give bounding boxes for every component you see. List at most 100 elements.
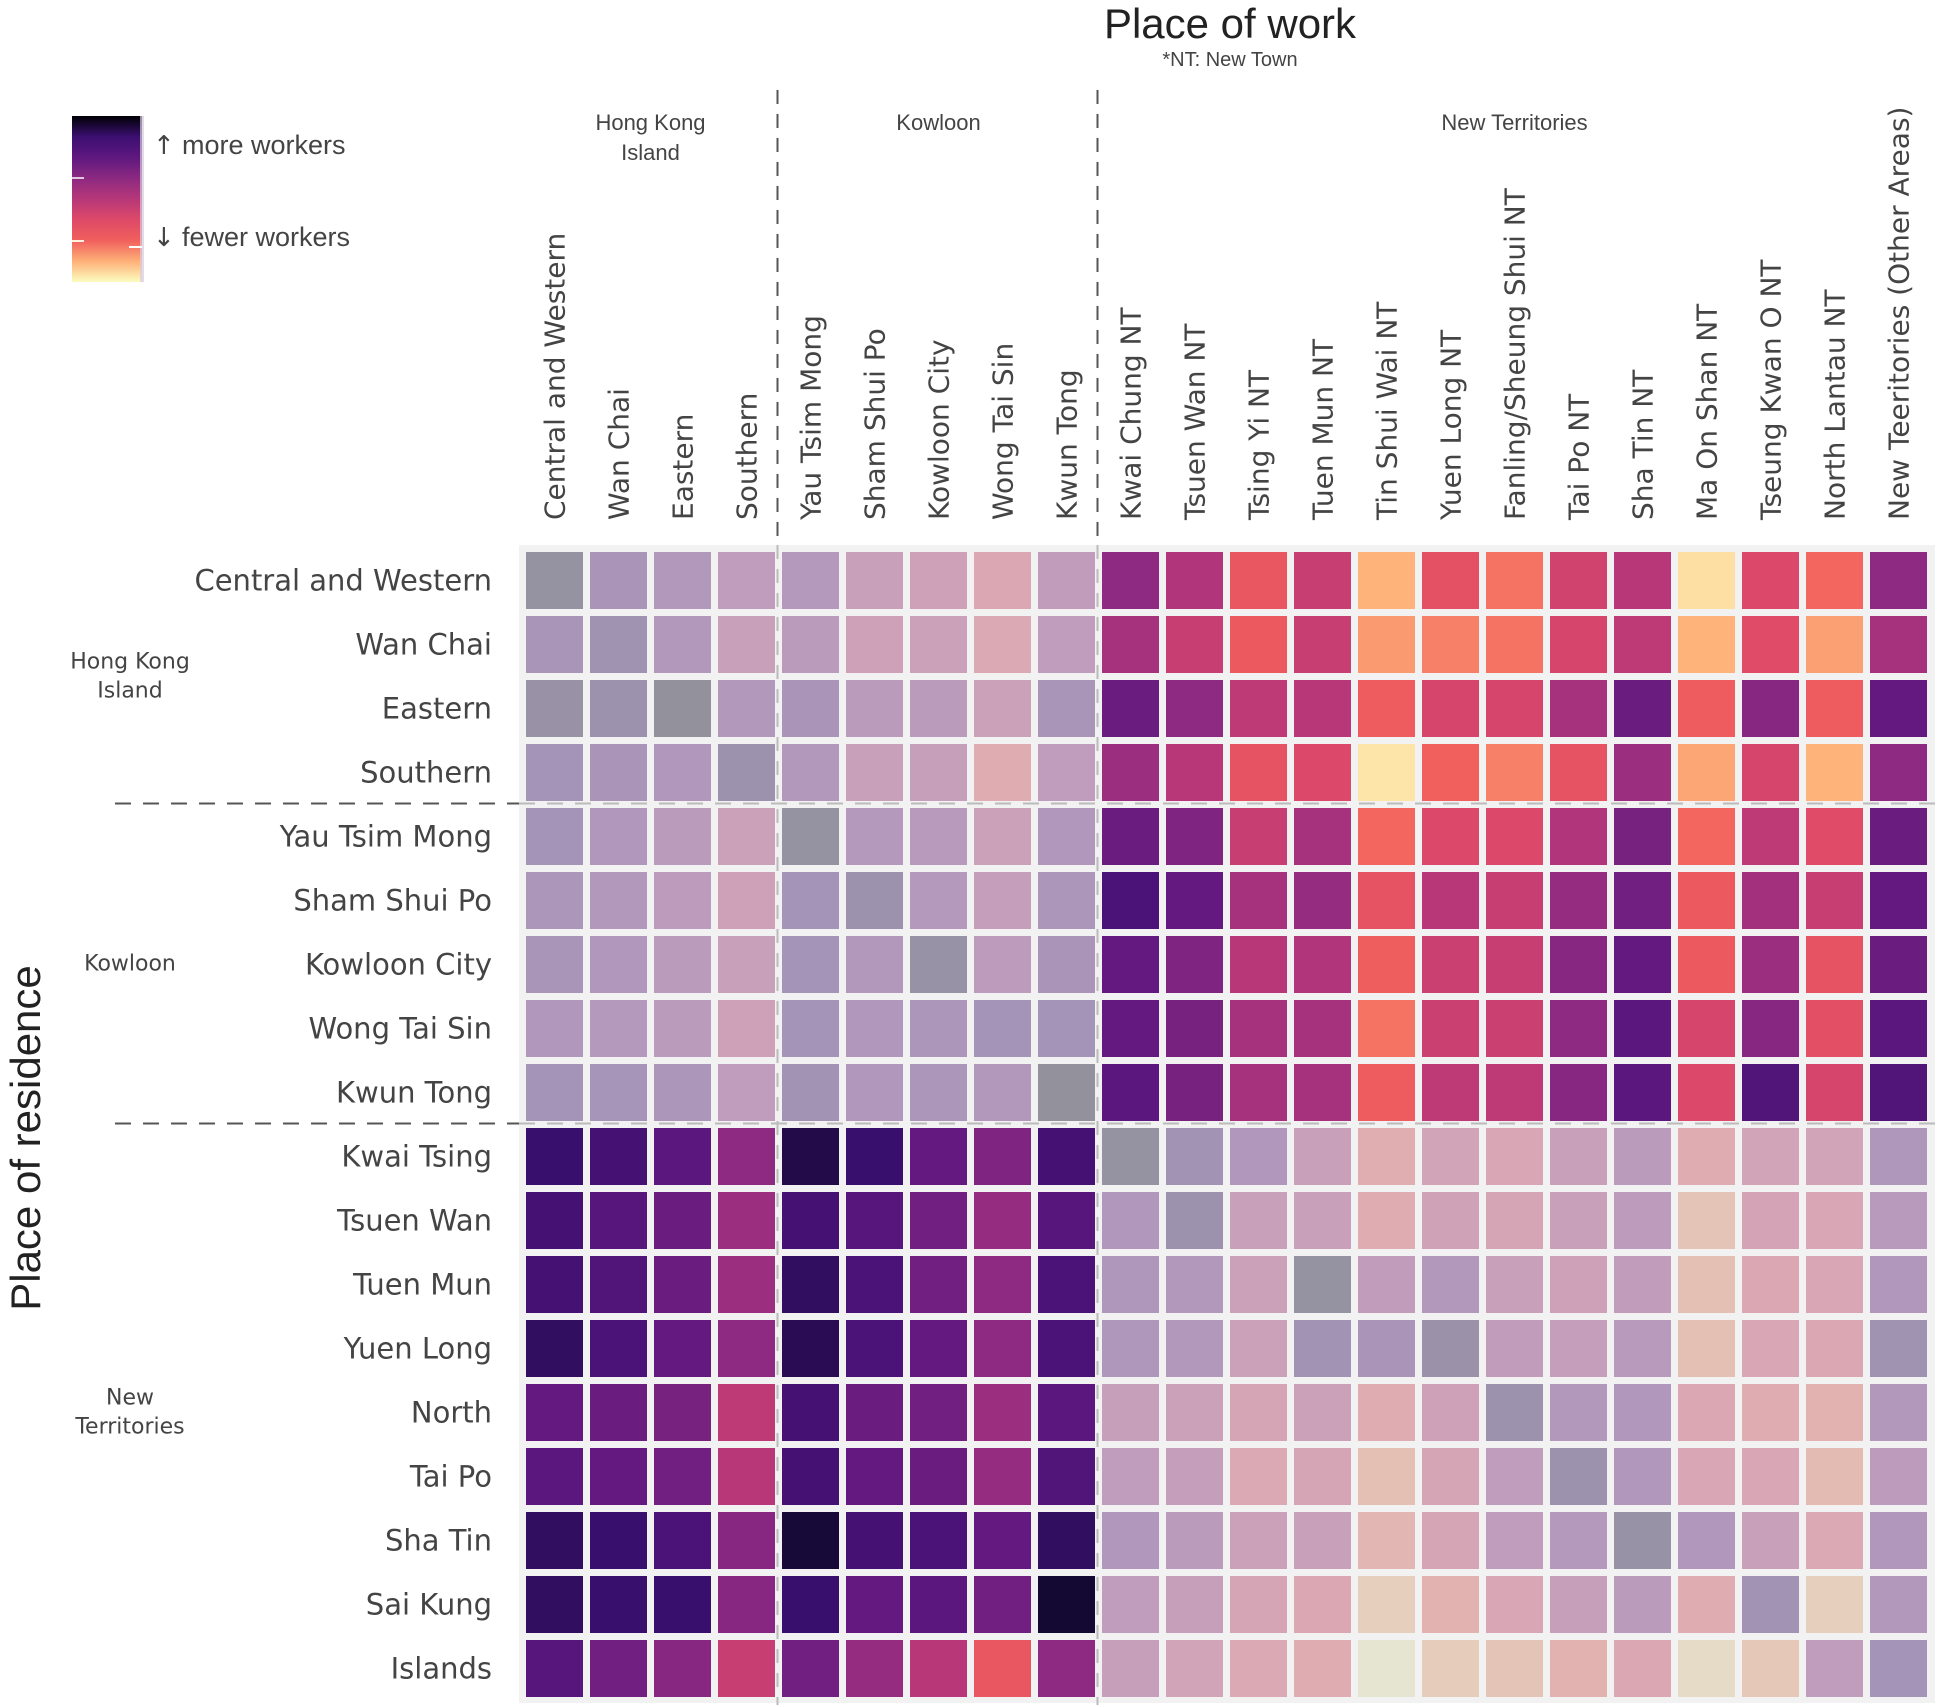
y-group-label: Kowloon: [84, 952, 176, 977]
faded-overlay: [1486, 1576, 1543, 1633]
faded-overlay: [1230, 1256, 1287, 1313]
heatmap-cell: [1678, 1192, 1735, 1249]
heatmap-cell: [1806, 744, 1863, 801]
heatmap-cell: [654, 1448, 711, 1505]
heatmap-cell: [782, 1128, 839, 1185]
y-tick-label: Islands: [391, 1652, 492, 1686]
x-tick-label: Southern: [731, 393, 764, 520]
heatmap-cell: [1102, 1448, 1159, 1505]
heatmap-cell: [1742, 1512, 1799, 1569]
heatmap-cell: [654, 1576, 711, 1633]
heatmap-cell: [974, 744, 1031, 801]
faded-overlay: [590, 616, 647, 673]
heatmap-cell: [1294, 936, 1351, 993]
heatmap-cell: [718, 1576, 775, 1633]
heatmap-cell: [1486, 616, 1543, 673]
faded-overlay: [718, 1064, 775, 1121]
heatmap-cell: [910, 744, 967, 801]
heatmap-cell: [910, 1000, 967, 1057]
heatmap-cell: [846, 1320, 903, 1377]
heatmap-cell: [526, 1448, 583, 1505]
heatmap-cell: [1166, 680, 1223, 737]
heatmap-cell: [1550, 680, 1607, 737]
heatmap-cell: [1870, 1256, 1927, 1313]
heatmap-cell: [1422, 616, 1479, 673]
faded-overlay: [1550, 1640, 1607, 1697]
heatmap-cell: [1166, 808, 1223, 865]
heatmap-cell: [1422, 1256, 1479, 1313]
faded-overlay: [1230, 1640, 1287, 1697]
heatmap-cell: [1102, 1000, 1159, 1057]
heatmap-cell: [718, 744, 775, 801]
heatmap-cell: [1614, 1640, 1671, 1697]
heatmap-cell: [1102, 1640, 1159, 1697]
heatmap-cell: [1806, 1064, 1863, 1121]
heatmap-cell: [846, 1192, 903, 1249]
heatmap-cell: [1358, 1192, 1415, 1249]
heatmap-cell: [974, 680, 1031, 737]
heatmap-cell: [1230, 1576, 1287, 1633]
faded-overlay: [1550, 1384, 1607, 1441]
heatmap-cell: [974, 1128, 1031, 1185]
heatmap-cell: [1742, 552, 1799, 609]
heatmap-cell: [910, 1064, 967, 1121]
heatmap-cell: [1742, 1000, 1799, 1057]
heatmap-cell: [1038, 1640, 1095, 1697]
legend-low-label: fewer workers: [182, 222, 350, 252]
faded-overlay: [1550, 1128, 1607, 1185]
heatmap-cell: [910, 872, 967, 929]
faded-overlay: [1038, 680, 1095, 737]
heatmap-cell: [1806, 552, 1863, 609]
heatmap-cell: [1870, 872, 1927, 929]
colorbar-edge: [140, 116, 144, 282]
heatmap-cell: [974, 872, 1031, 929]
faded-overlay: [910, 1000, 967, 1057]
faded-overlay: [1294, 1128, 1351, 1185]
heatmap-cell: [718, 872, 775, 929]
heatmap-cell: [526, 1064, 583, 1121]
heatmap-cell: [1102, 680, 1159, 737]
faded-overlay: [1294, 1192, 1351, 1249]
x-tick-label: North Lantau NT: [1819, 289, 1852, 520]
faded-overlay: [1870, 1576, 1927, 1633]
y-tick-label: North: [411, 1396, 492, 1430]
heatmap-cell: [846, 1128, 903, 1185]
faded-overlay: [526, 808, 583, 865]
heatmap-cell: [1038, 744, 1095, 801]
heatmap-cell: [526, 1576, 583, 1633]
faded-overlay: [1358, 1384, 1415, 1441]
heatmap-cell: [1614, 1320, 1671, 1377]
heatmap-cell: [1102, 1512, 1159, 1569]
faded-overlay: [1486, 1512, 1543, 1569]
heatmap-cell: [1678, 1576, 1735, 1633]
heatmap-cell: [718, 1512, 775, 1569]
faded-overlay: [1102, 1576, 1159, 1633]
x-tick-label: Kwun Tong: [1051, 369, 1084, 520]
faded-overlay: [974, 744, 1031, 801]
group-dividers: [115, 90, 1935, 1705]
heatmap-cell: [590, 744, 647, 801]
heatmap-cell: [590, 1000, 647, 1057]
heatmap-cell: [1742, 872, 1799, 929]
faded-overlay: [718, 680, 775, 737]
heatmap-cell: [846, 1000, 903, 1057]
heatmap-cell: [526, 1192, 583, 1249]
heatmap-cell: [590, 1640, 647, 1697]
faded-overlay: [526, 616, 583, 673]
faded-overlay: [526, 680, 583, 737]
faded-overlay: [1806, 1128, 1863, 1185]
heatmap-cell: [526, 1640, 583, 1697]
faded-overlay: [1742, 1512, 1799, 1569]
x-group-labels: Hong Kong Island Kowloon New Territories: [595, 110, 1587, 165]
faded-overlay: [1422, 1384, 1479, 1441]
faded-overlay: [1678, 1128, 1735, 1185]
faded-overlay: [1422, 1320, 1479, 1377]
heatmap-cell: [718, 808, 775, 865]
heatmap-cell: [1486, 1000, 1543, 1057]
heatmap-cell: [1166, 1512, 1223, 1569]
faded-overlay: [782, 808, 839, 865]
heatmap-cell: [1806, 1320, 1863, 1377]
heatmap-cell: [590, 1256, 647, 1313]
heatmap-cell: [1422, 1320, 1479, 1377]
heatmap-cell: [910, 936, 967, 993]
